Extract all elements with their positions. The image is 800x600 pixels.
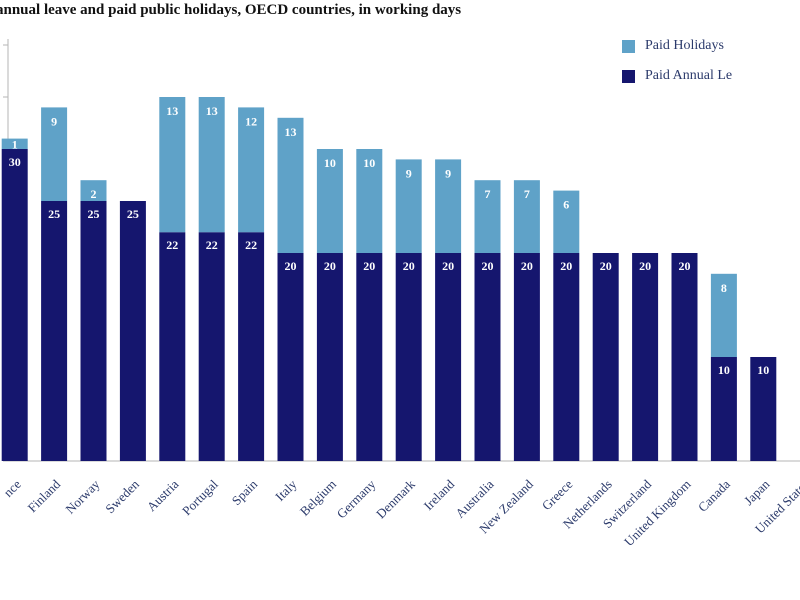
data-label-leave-norway: 25 [88, 207, 100, 221]
data-label-leave-ireland: 20 [442, 259, 454, 273]
data-label-leave-austria: 22 [166, 238, 178, 252]
data-label-holidays-finland: 9 [51, 114, 57, 128]
bar-holidays-finland [41, 107, 68, 201]
data-label-leave-finland: 25 [48, 207, 60, 221]
data-label-leave-portugal: 22 [206, 238, 218, 252]
data-label-leave-switzerland: 20 [639, 259, 651, 273]
bar-holidays-belgium [316, 149, 343, 253]
data-label-leave-france: 30 [9, 155, 21, 169]
bar-holidays-france [1, 138, 28, 149]
data-label-leave-united-kingdom: 20 [679, 259, 691, 273]
category-label-germany: Germany [334, 476, 379, 521]
data-label-leave-netherlands: 20 [600, 259, 612, 273]
data-label-leave-spain: 22 [245, 238, 257, 252]
data-label-holidays-denmark: 9 [406, 166, 412, 180]
category-label-spain: Spain [229, 476, 261, 508]
bar-leave-greece [553, 253, 580, 461]
bar-leave-norway [80, 201, 107, 461]
bars-layer [1, 97, 777, 461]
category-label-portugal: Portugal [179, 476, 221, 518]
chart-title: annual leave and paid public holidays, O… [0, 2, 462, 18]
bar-leave-austria [159, 232, 186, 461]
bar-holidays-australia [474, 180, 501, 253]
legend-label-holidays: Paid Holidays [645, 38, 724, 53]
data-label-leave-australia: 20 [482, 259, 494, 273]
data-label-holidays-portugal: 13 [206, 104, 218, 118]
bar-leave-spain [238, 232, 265, 461]
bar-leave-belgium [316, 253, 343, 461]
data-label-holidays-belgium: 10 [324, 156, 336, 170]
data-label-holidays-canada: 8 [721, 281, 727, 295]
data-label-holidays-norway: 2 [91, 187, 97, 201]
category-label-finland: Finland [25, 476, 64, 515]
data-label-holidays-greece: 6 [563, 198, 569, 212]
bar-holidays-new-zealand [513, 180, 540, 253]
legend: Paid Holidays Paid Annual Le [622, 36, 732, 96]
data-label-leave-new-zealand: 20 [521, 259, 533, 273]
data-label-leave-japan: 10 [757, 363, 769, 377]
bar-leave-germany [356, 253, 383, 461]
bar-leave-portugal [198, 232, 225, 461]
data-label-leave-denmark: 20 [403, 259, 415, 273]
category-label-ireland: Ireland [421, 476, 458, 513]
category-label-denmark: Denmark [373, 476, 418, 521]
category-label-france: nce [0, 476, 24, 500]
data-label-leave-italy: 20 [285, 259, 297, 273]
bar-leave-united-kingdom [671, 253, 698, 461]
bar-leave-japan [750, 357, 777, 461]
bar-leave-denmark [395, 253, 422, 461]
bar-holidays-norway [80, 180, 107, 201]
category-label-austria: Austria [144, 476, 182, 514]
category-label-greece: Greece [539, 476, 576, 513]
data-label-holidays-austria: 13 [166, 104, 178, 118]
data-labels-layer: 30 1 25 9 25 2 25 22 13 22 13 22 12 20 13 20 10 20 10 20 9 20… [9, 104, 770, 377]
bar-holidays-italy [277, 117, 304, 253]
bar-leave-netherlands [592, 253, 619, 461]
bar-holidays-portugal [198, 97, 225, 233]
legend-swatch-holidays [622, 39, 635, 53]
bar-holidays-spain [238, 107, 265, 233]
legend-item-holidays: Paid Holidays [622, 36, 732, 56]
bar-leave-new-zealand [513, 253, 540, 461]
data-label-holidays-italy: 13 [285, 125, 297, 139]
data-label-leave-greece: 20 [560, 259, 572, 273]
data-label-leave-germany: 20 [363, 259, 375, 273]
bar-leave-ireland [435, 253, 462, 461]
bar-leave-france [1, 149, 28, 461]
bar-leave-finland [41, 201, 68, 461]
legend-swatch-leave [622, 69, 635, 83]
data-label-holidays-spain: 12 [245, 114, 257, 128]
legend-item-leave: Paid Annual Le [622, 66, 732, 86]
data-label-leave-belgium: 20 [324, 259, 336, 273]
category-label-italy: Italy [272, 476, 300, 504]
data-label-holidays-australia: 7 [485, 187, 491, 201]
bar-leave-switzerland [632, 253, 659, 461]
category-label-norway: Norway [62, 476, 103, 517]
category-label-canada: Canada [695, 476, 733, 514]
category-label-sweden: Sweden [102, 476, 142, 516]
data-label-holidays-ireland: 9 [445, 166, 451, 180]
legend-label-leave: Paid Annual Le [645, 68, 733, 83]
bar-holidays-austria [159, 97, 186, 233]
data-label-holidays-new-zealand: 7 [524, 187, 530, 201]
bar-leave-australia [474, 253, 501, 461]
bar-holidays-denmark [395, 159, 422, 253]
data-label-holidays-france: 1 [12, 138, 18, 152]
bar-leave-canada [710, 357, 737, 461]
bar-leave-italy [277, 253, 304, 461]
category-label-japan: Japan [741, 476, 773, 508]
bar-holidays-germany [356, 149, 383, 253]
data-label-leave-canada: 10 [718, 363, 730, 377]
data-label-leave-sweden: 25 [127, 207, 139, 221]
bar-holidays-ireland [435, 159, 462, 253]
data-label-holidays-germany: 10 [363, 156, 375, 170]
category-label-belgium: Belgium [297, 477, 339, 519]
bar-leave-sweden [119, 201, 146, 461]
bar-holidays-greece [553, 190, 580, 253]
bar-holidays-canada [710, 273, 737, 357]
